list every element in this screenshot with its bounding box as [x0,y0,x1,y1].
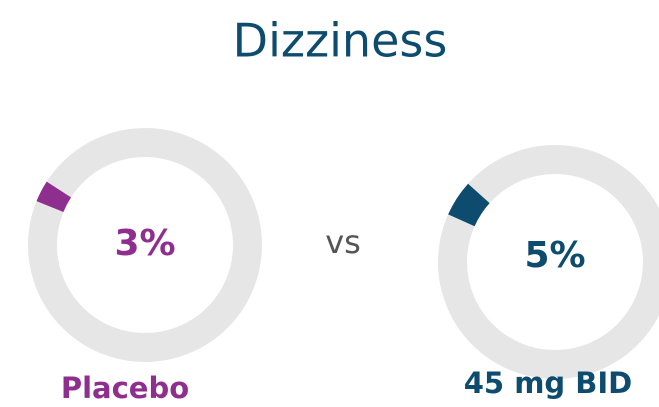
title: Dizziness [233,14,448,68]
donut-segment [36,181,72,213]
value-label: 3% [114,223,175,264]
group-label: 45 mg BID [464,366,633,400]
donut-segment [448,183,490,227]
separator: vs [325,223,361,261]
value-label: 5% [524,235,585,276]
group-label: Placebo [61,371,189,405]
donut-track [28,128,262,362]
donut-track [438,145,659,379]
